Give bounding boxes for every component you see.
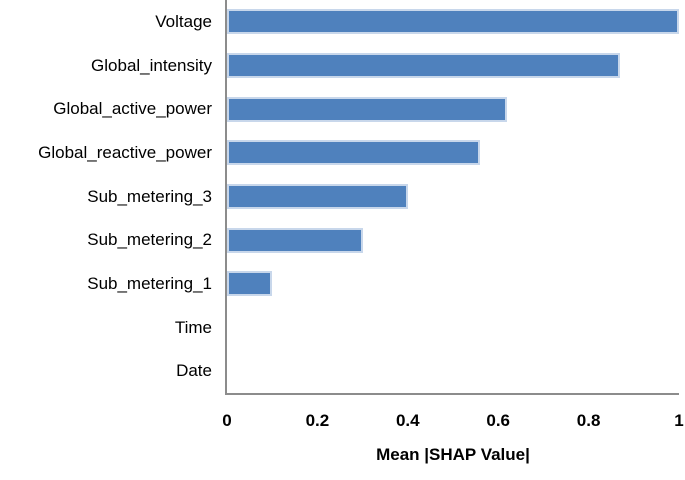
category-label-time: Time <box>174 317 212 337</box>
category-label-sub_metering_3: Sub_metering_3 <box>87 186 212 206</box>
bar-sub_metering_1 <box>227 271 273 297</box>
category-labels: Voltage Global_intensity Global_active_pow… <box>0 0 225 393</box>
bar-row <box>227 87 679 131</box>
x-axis-ticks: 0 0.2 0.4 0.6 0.8 1 <box>222 411 683 433</box>
bar-row <box>227 175 679 219</box>
bar-row <box>227 131 679 175</box>
category-label-sub_metering_2: Sub_metering_2 <box>87 230 212 250</box>
bar-row <box>227 349 679 393</box>
x-tick-label-0.8: 0.8 <box>576 411 601 430</box>
category-label-global_reactive_power: Global_reactive_power <box>38 142 212 162</box>
bar-row <box>227 44 679 88</box>
category-label-global_active_power: Global_active_power <box>53 99 212 119</box>
x-tick-label-0.6: 0.6 <box>486 411 511 430</box>
bar-voltage <box>227 9 679 35</box>
category-label-sub_metering_1: Sub_metering_1 <box>87 273 212 293</box>
bar-global_intensity <box>227 53 621 78</box>
category-label-voltage: Voltage <box>155 11 212 31</box>
x-axis-title: Mean |SHAP Value| <box>376 445 530 464</box>
plot-wrap: Voltage Global_intensity Global_active_pow… <box>0 0 679 395</box>
x-tick-label-0.2: 0.2 <box>305 411 330 430</box>
category-label-global_intensity: Global_intensity <box>91 55 212 75</box>
x-tick-label-1: 1 <box>674 411 684 430</box>
bar-global_active_power <box>227 96 508 122</box>
bar-row <box>227 262 679 306</box>
bar-global_reactive_power <box>227 140 481 166</box>
bar-row <box>227 0 679 44</box>
category-label-date: Date <box>176 361 212 381</box>
bar-row <box>227 306 679 350</box>
bar-row <box>227 218 679 262</box>
bar-sub_metering_2 <box>227 227 363 253</box>
bar-sub_metering_3 <box>227 184 408 210</box>
x-tick-label-0: 0 <box>222 411 232 430</box>
x-tick-label-0.4: 0.4 <box>395 411 420 430</box>
plot-area <box>225 0 679 395</box>
